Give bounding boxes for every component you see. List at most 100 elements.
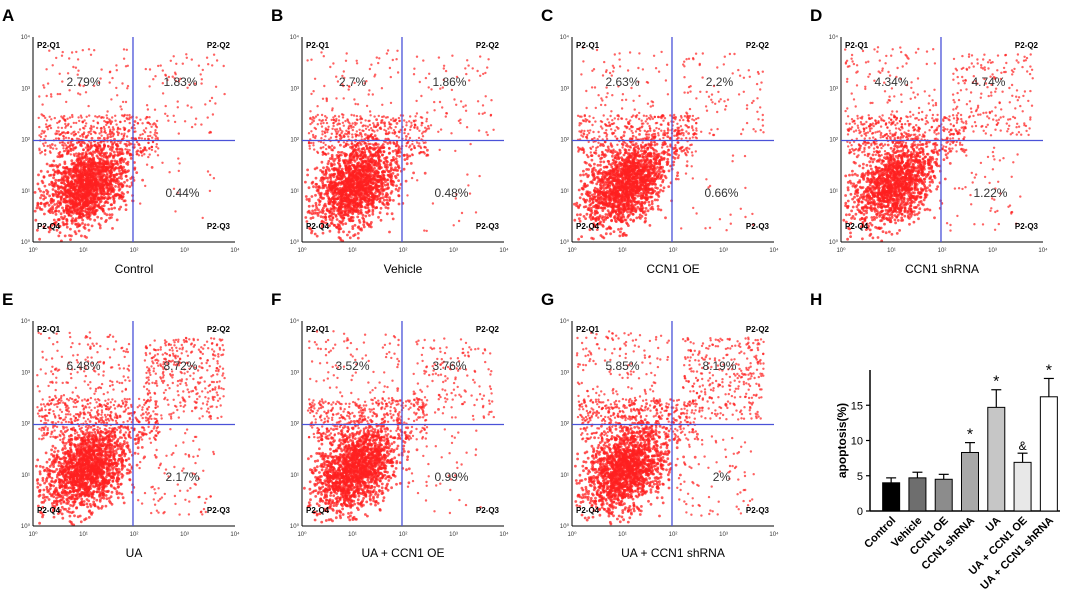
cell-event xyxy=(40,179,44,183)
cell-event xyxy=(42,190,46,194)
cell-event xyxy=(99,172,103,175)
cell-event xyxy=(61,153,64,157)
cell-event xyxy=(348,236,352,240)
cell-event xyxy=(62,147,65,150)
cell-event xyxy=(54,213,58,216)
cell-event xyxy=(389,75,392,79)
cell-event xyxy=(109,168,113,172)
cell-event xyxy=(133,161,136,164)
cell-event xyxy=(593,162,596,166)
cell-event xyxy=(129,152,132,156)
cell-event xyxy=(127,130,130,133)
cell-event xyxy=(363,198,367,202)
cell-event xyxy=(364,119,367,122)
cell-event xyxy=(322,176,326,180)
cell-event xyxy=(108,147,112,151)
cell-event xyxy=(394,187,398,191)
cell-event xyxy=(409,128,412,131)
cell-event xyxy=(86,223,90,227)
cell-event xyxy=(68,170,72,173)
cell-event xyxy=(486,66,489,69)
cell-event xyxy=(385,187,388,191)
cell-event xyxy=(317,185,321,189)
cell-event xyxy=(114,119,117,122)
cell-event xyxy=(390,182,393,186)
cell-event xyxy=(335,176,339,179)
cell-event xyxy=(374,160,378,164)
cell-event xyxy=(585,212,589,216)
cell-event xyxy=(105,163,109,166)
cell-event xyxy=(307,204,311,208)
cell-event xyxy=(323,131,327,135)
cell-event xyxy=(87,173,90,177)
cell-event xyxy=(146,135,150,138)
cell-event xyxy=(85,158,88,162)
cell-event xyxy=(418,80,421,84)
cell-event xyxy=(310,212,314,216)
cell-event xyxy=(438,148,441,152)
cell-event xyxy=(417,144,420,148)
cell-event xyxy=(197,64,201,67)
cell-event xyxy=(71,144,75,148)
cell-event xyxy=(377,114,380,118)
cell-event xyxy=(92,171,96,174)
cell-event xyxy=(369,222,372,226)
cell-event xyxy=(354,149,358,152)
cell-event xyxy=(320,160,324,164)
cell-event xyxy=(353,121,357,125)
cell-event xyxy=(365,104,369,108)
cell-event xyxy=(48,144,52,147)
cell-event xyxy=(426,148,429,152)
cell-event xyxy=(342,124,345,127)
cell-event xyxy=(335,117,338,121)
cell-event xyxy=(390,159,394,162)
cell-event xyxy=(398,186,401,190)
cell-event xyxy=(484,95,487,98)
cell-event xyxy=(332,185,335,188)
cell-event xyxy=(394,157,398,161)
cell-event xyxy=(370,127,373,130)
cell-event xyxy=(115,64,118,67)
cell-event xyxy=(81,156,84,160)
cell-event xyxy=(126,84,130,88)
cell-event xyxy=(395,122,399,125)
cell-event xyxy=(313,232,317,236)
cell-event xyxy=(59,133,63,136)
cell-event xyxy=(311,209,314,213)
cell-event xyxy=(52,218,56,222)
cell-event xyxy=(44,123,48,126)
cell-event xyxy=(72,211,75,215)
cell-event xyxy=(398,130,401,134)
cell-event xyxy=(107,169,111,173)
cell-event xyxy=(49,126,53,130)
cell-event xyxy=(344,212,348,216)
cell-event xyxy=(92,168,96,171)
y-tick-label: 10¹ xyxy=(290,189,299,195)
cell-event xyxy=(77,69,80,72)
cell-event xyxy=(64,122,67,126)
cell-event xyxy=(392,180,395,184)
cell-event xyxy=(126,160,130,164)
cell-event xyxy=(366,125,370,128)
cell-event xyxy=(150,148,154,152)
cell-event xyxy=(404,179,408,183)
cell-event xyxy=(353,233,357,237)
cell-event xyxy=(96,141,100,145)
cell-event xyxy=(126,87,129,90)
cell-event xyxy=(342,113,345,117)
cell-event xyxy=(75,168,79,172)
cell-event xyxy=(351,128,354,132)
cell-event xyxy=(125,117,128,120)
cell-event xyxy=(87,228,91,232)
cell-event xyxy=(61,221,65,224)
cell-event xyxy=(208,99,212,103)
cell-event xyxy=(77,215,81,219)
cell-event xyxy=(316,214,320,217)
cell-event xyxy=(344,168,348,172)
cell-event xyxy=(359,164,363,168)
cell-event xyxy=(96,121,99,124)
cell-event xyxy=(582,173,585,177)
cell-event xyxy=(358,199,362,202)
cell-event xyxy=(60,54,64,57)
cell-event xyxy=(47,203,51,207)
